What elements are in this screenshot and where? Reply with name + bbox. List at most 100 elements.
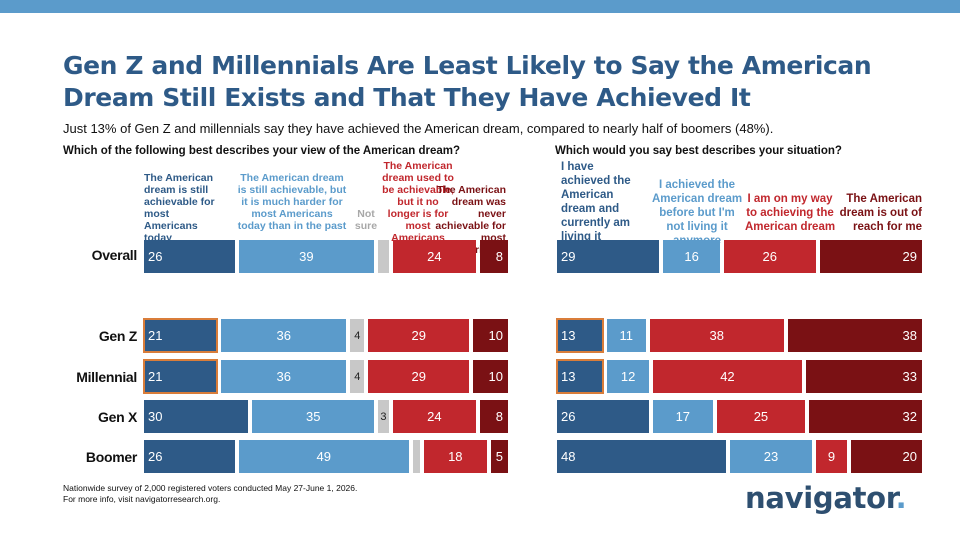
row-label-overall: Overall [91,247,138,263]
bar-value-label: 13 [561,328,576,343]
bar-value-label: 36 [276,369,291,384]
bar-value-label: 5 [495,449,503,464]
bar-value-label: 36 [276,328,291,343]
bar-view-gen-z-harder: 36 [221,319,347,352]
bar-view-gen-z-no-longer: 29 [368,319,470,352]
bar-value-label: 29 [411,328,426,343]
bar-view-overall-no-longer: 24 [392,240,477,273]
left-header-not-sure: Not sure [354,208,378,232]
navigator-logo: navigator. [745,481,907,515]
bar-situation-overall-out-of-reach: 29 [819,240,922,273]
bar-view-overall-never: 8 [480,240,508,273]
bar-value-label: 4 [354,329,361,342]
bar-value-label: 8 [495,249,503,264]
bar-value-label: 33 [902,369,917,384]
bar-value-label: 30 [148,409,163,424]
row-label-boomer: Boomer [85,449,137,465]
bar-view-millennial-still-achievable: 21 [144,360,218,393]
bar-value-label: 42 [720,369,735,384]
bar-view-gen-x-harder: 35 [252,400,375,433]
bar-value-label: 39 [299,249,314,264]
bar-view-millennial-not-sure: 4 [350,360,365,393]
bar-value-label: 8 [495,409,503,424]
bar-situation-gen-z-not-anymore: 11 [606,319,646,352]
logo-dot: . [895,481,907,515]
bar-situation-gen-z-on-my-way: 38 [649,319,784,352]
bar-view-millennial-harder: 36 [221,360,347,393]
bar-view-millennial-no-longer: 29 [368,360,470,393]
bar-value-label: 12 [620,369,636,384]
bar-view-boomer-no-longer: 18 [424,440,487,473]
top-accent-bar [0,0,960,13]
bar-value-label: 24 [427,249,442,264]
bar-view-gen-z-never: 10 [473,319,508,352]
bar-view-gen-x-still-achievable: 30 [144,400,249,433]
bar-value-label: 48 [561,449,576,464]
bar-value-label: 25 [753,409,769,424]
bar-value-label: 38 [902,328,917,343]
bar-value-label: 4 [354,370,361,383]
right-header-not-anymore: I achieved the American dream before but… [651,179,743,247]
bar-value-label: 49 [316,449,331,464]
left-header-harder: The American dream is still achievable, … [237,172,347,232]
bar-value-label: 32 [902,409,917,424]
bar-situation-millennial-out-of-reach: 33 [805,360,922,393]
slide-title: Gen Z and Millennials Are Least Likely t… [63,51,872,112]
bar-view-overall-not-sure [378,240,389,273]
row-label-gen-x: Gen X [98,409,137,425]
footer-methodology: Nationwide survey of 2,000 registered vo… [63,483,358,493]
bar-view-overall-harder: 39 [238,240,375,273]
bar-situation-overall-not-anymore: 16 [663,240,720,273]
bar-situation-millennial-not-anymore: 12 [606,360,650,393]
bar-view-gen-x-no-longer: 24 [392,400,477,433]
bar-situation-boomer-on-my-way: 9 [815,440,848,473]
bar-value-label: 26 [762,249,778,264]
highlight-box-situation-millennial [556,359,604,394]
footer-note: Nationwide survey of 2,000 registered vo… [63,483,357,505]
row-label-millennial: Millennial [76,369,137,385]
bar-value-label: 26 [148,249,163,264]
bar-view-boomer-still-achievable: 26 [144,440,235,473]
right-header-living-it: I have achieved the American dream and c… [561,161,631,243]
bar-value-label: 13 [561,369,576,384]
slide-subtitle: Just 13% of Gen Z and millennials say th… [63,121,774,136]
row-label-gen-z: Gen Z [98,328,137,344]
question-left: Which of the following best describes yo… [63,145,461,157]
bar-value-label: 10 [488,328,503,343]
bar-view-gen-x-not-sure: 3 [378,400,389,433]
bar-value-label: 23 [763,449,779,464]
bar-view-boomer-never: 5 [490,440,508,473]
bar-value-label: 35 [306,409,321,424]
bar-situation-millennial-living-it: 13 [557,360,603,393]
logo-text: navigator [745,481,896,515]
bar-situation-millennial-on-my-way: 42 [653,360,802,393]
bar-situation-gen-x-not-anymore: 17 [652,400,713,433]
question-right: Which would you say best describes your … [555,145,842,157]
bar-view-gen-x-never: 8 [480,400,508,433]
bar-view-gen-z-not-sure: 4 [350,319,365,352]
bar-value-label: 29 [411,369,426,384]
bar-value-label: 29 [902,249,917,264]
bar-value-label: 24 [427,409,442,424]
highlight-box-view-gen-z [143,318,219,353]
left-header-still-achievable: The American dream is still achievable f… [144,172,215,244]
bar-view-overall-still-achievable: 26 [144,240,235,273]
bar-situation-overall-on-my-way: 26 [723,240,816,273]
footer-link-text: For more info, visit navigatorresearch.o… [63,494,221,504]
bar-value-label: 21 [148,369,163,384]
bar-situation-gen-z-out-of-reach: 38 [787,319,922,352]
bar-view-millennial-never: 10 [473,360,508,393]
bar-value-label: 11 [619,328,634,343]
highlight-box-situation-gen-z [556,318,604,353]
bar-value-label: 3 [380,410,387,423]
bar-view-boomer-not-sure [413,440,420,473]
right-header-on-my-way: I am on my way to achieving the American… [744,193,836,233]
bar-situation-gen-x-on-my-way: 25 [716,400,806,433]
bar-value-label: 29 [561,249,576,264]
bar-value-label: 20 [902,449,917,464]
bar-situation-boomer-living-it: 48 [557,440,727,473]
bar-situation-gen-x-out-of-reach: 32 [809,400,922,433]
bar-value-label: 21 [148,328,163,343]
bar-view-gen-z-still-achievable: 21 [144,319,218,352]
bar-value-label: 9 [827,449,836,464]
